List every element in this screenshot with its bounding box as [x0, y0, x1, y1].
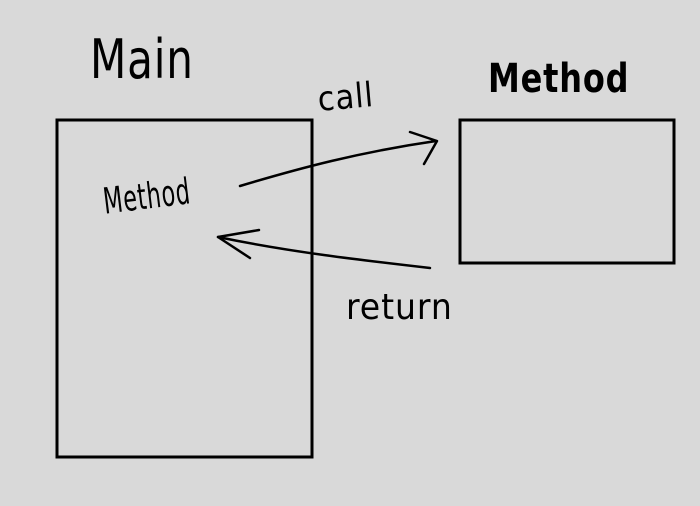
main-box: [55, 118, 314, 459]
method-box: [458, 118, 676, 265]
return-label: return: [346, 287, 453, 328]
return-arrow: [216, 235, 432, 270]
main-title: Main: [90, 28, 194, 91]
call-arrow: [238, 139, 438, 188]
method-title: Method: [488, 56, 630, 102]
return-arrowhead: [216, 228, 261, 260]
call-label: call: [316, 75, 376, 120]
call-arrowhead: [408, 130, 439, 166]
